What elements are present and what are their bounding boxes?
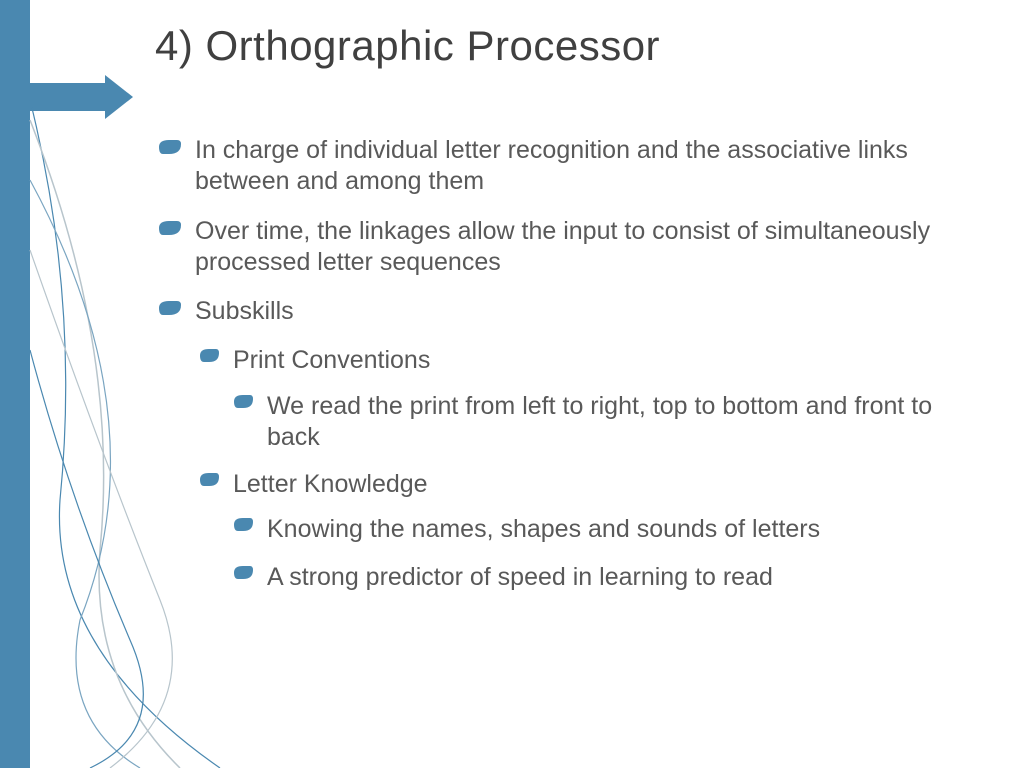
bullet-level3: A strong predictor of speed in learning …: [155, 562, 985, 593]
leaf-bullet-icon: [233, 517, 253, 532]
bullet-level2: Letter Knowledge: [155, 469, 985, 500]
bullet-level1: In charge of individual letter recogniti…: [155, 135, 985, 198]
bullet-text: Print Conventions: [233, 346, 430, 374]
bullet-level1: Subskills: [155, 296, 985, 327]
bullet-text: A strong predictor of speed in learning …: [267, 563, 773, 591]
leaf-bullet-icon: [199, 472, 219, 487]
bullet-text: Knowing the names, shapes and sounds of …: [267, 515, 820, 543]
bullet-text: In charge of individual letter recogniti…: [195, 136, 908, 195]
slide-content: In charge of individual letter recogniti…: [155, 135, 985, 609]
bullet-text: Over time, the linkages allow the input …: [195, 217, 930, 276]
bullet-text: We read the print from left to right, to…: [267, 392, 932, 451]
arrow-decoration: [0, 75, 140, 119]
bullet-level2: Print Conventions: [155, 345, 985, 376]
leaf-bullet-icon: [157, 138, 181, 156]
leaf-bullet-icon: [233, 394, 253, 409]
bullet-text: Subskills: [195, 297, 294, 325]
bullet-level1: Over time, the linkages allow the input …: [155, 216, 985, 279]
bullet-level3: Knowing the names, shapes and sounds of …: [155, 514, 985, 545]
bullet-level3: We read the print from left to right, to…: [155, 391, 985, 454]
leaf-bullet-icon: [157, 299, 181, 317]
slide-title: 4) Orthographic Processor: [155, 22, 660, 70]
leaf-bullet-icon: [157, 219, 181, 237]
leaf-bullet-icon: [233, 565, 253, 580]
leaf-bullet-icon: [199, 348, 219, 363]
bullet-text: Letter Knowledge: [233, 470, 428, 498]
